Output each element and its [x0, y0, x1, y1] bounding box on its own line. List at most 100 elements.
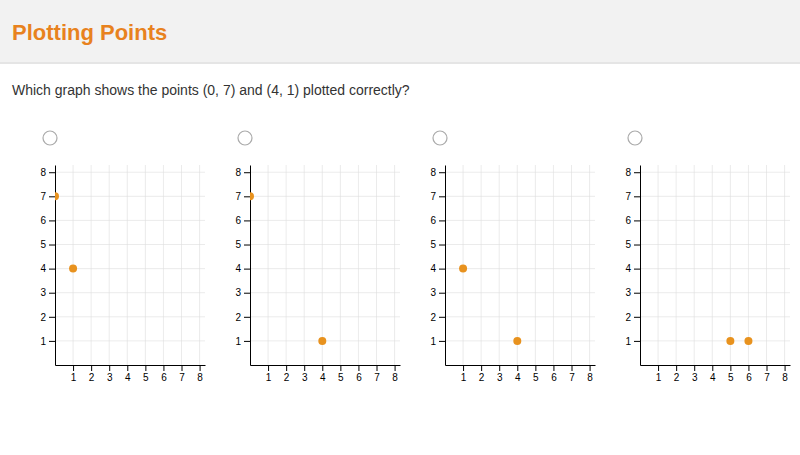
y-axis-tick-label: 3 — [40, 287, 46, 298]
radio-button[interactable] — [43, 131, 57, 145]
graph: 1234567812345678 — [40, 165, 205, 383]
y-axis-tick-mark — [634, 172, 640, 173]
grid-line-y — [55, 244, 205, 245]
grid-line-y — [250, 196, 400, 197]
x-axis-tick: 2 — [89, 365, 95, 383]
y-axis-tick-mark — [439, 245, 445, 246]
grid-line-x — [694, 165, 695, 365]
radio-button[interactable] — [238, 131, 252, 145]
grid-line-x — [268, 165, 269, 365]
x-axis-tick-label: 8 — [782, 372, 788, 383]
x-axis-tick-label: 8 — [587, 372, 593, 383]
x-axis-tick-label: 5 — [143, 372, 149, 383]
y-axis-tick-label: 7 — [430, 191, 436, 202]
x-axis-tick-label: 6 — [746, 372, 752, 383]
y-axis-tick-mark — [244, 172, 250, 173]
x-axis-tick-mark — [694, 365, 695, 371]
y-axis-tick-mark — [49, 196, 55, 197]
x-axis-tick: 8 — [782, 365, 788, 383]
points — [726, 337, 752, 345]
x-axis-tick-label: 8 — [392, 372, 398, 383]
y-axis-tick-label: 8 — [625, 167, 631, 178]
x-axis-tick-mark — [304, 365, 305, 371]
y-axis-tick-mark — [49, 220, 55, 221]
question: Which graph shows the points (0, 7) and … — [12, 82, 410, 98]
grid-line-x — [91, 165, 92, 365]
grid-line-y — [445, 220, 595, 221]
x-axis-tick: 1 — [656, 365, 662, 383]
grid-line-y — [445, 292, 595, 293]
y-axis-tick: 1 — [625, 336, 640, 347]
y-axis-tick-label: 3 — [625, 287, 631, 298]
x-axis-tick-mark — [748, 365, 749, 371]
y-axis-tick-label: 8 — [430, 167, 436, 178]
y-axis-tick: 5 — [625, 239, 640, 250]
grid-line-y — [640, 268, 790, 269]
x-axis-tick: 5 — [533, 365, 539, 383]
grid-line-x — [286, 165, 287, 365]
y-axis-tick-mark — [634, 269, 640, 270]
radio-button[interactable] — [433, 131, 447, 145]
y-axis-tick-label: 2 — [40, 312, 46, 323]
x-axis: 12345678 — [56, 365, 206, 383]
y-axis-line — [640, 166, 641, 366]
y-axis-tick-mark — [634, 293, 640, 294]
y-axis-tick-mark — [49, 269, 55, 270]
y-axis-tick-mark — [244, 317, 250, 318]
x-axis-tick-label: 3 — [107, 372, 113, 383]
grid-line-y — [250, 244, 400, 245]
x-axis-tick-label: 2 — [284, 372, 290, 383]
y-axis-tick-label: 5 — [40, 239, 46, 250]
y-axis-tick-mark — [634, 196, 640, 197]
grid-line-y — [445, 244, 595, 245]
title: Plotting Points — [12, 20, 167, 45]
x-axis-tick-label: 4 — [320, 372, 326, 383]
y-axis-tick: 1 — [40, 336, 55, 347]
y-axis-tick: 3 — [430, 287, 445, 298]
grid-line-x — [358, 165, 359, 365]
grid-line-y — [250, 292, 400, 293]
x-axis-tick-mark — [377, 365, 378, 371]
grid-line-x — [199, 165, 200, 365]
x-axis-tick-mark — [145, 365, 146, 371]
points — [250, 192, 326, 345]
radio-button[interactable] — [628, 131, 642, 145]
x-axis-tick-label: 5 — [728, 372, 734, 383]
y-axis-tick: 7 — [40, 191, 55, 202]
y-axis-tick-mark — [244, 269, 250, 270]
x-axis-tick-label: 7 — [764, 372, 770, 383]
y-axis-tick-label: 3 — [235, 287, 241, 298]
y-axis-tick-label: 6 — [40, 215, 46, 226]
x-axis-tick-mark — [658, 365, 659, 371]
y-axis-tick: 8 — [430, 167, 445, 178]
x-axis-tick-label: 7 — [374, 372, 380, 383]
y-axis-tick-mark — [49, 245, 55, 246]
grid-line-y — [640, 340, 790, 341]
x-axis-tick: 3 — [302, 365, 308, 383]
y-axis-tick-label: 3 — [430, 287, 436, 298]
grid-line-y — [640, 172, 790, 173]
x-axis-tick: 1 — [461, 365, 467, 383]
x-axis-tick-label: 1 — [656, 372, 662, 383]
point — [459, 265, 467, 273]
grid — [55, 165, 205, 365]
header-rule — [0, 62, 800, 64]
grid-line-x — [658, 165, 659, 365]
grid-line-y — [250, 172, 400, 173]
y-axis-tick-label: 8 — [40, 167, 46, 178]
y-axis-tick: 5 — [40, 239, 55, 250]
grid-line-x — [109, 165, 110, 365]
y-axis-tick-label: 5 — [625, 239, 631, 250]
y-axis-tick-mark — [634, 317, 640, 318]
x-axis-tick: 8 — [392, 365, 398, 383]
x-axis-tick: 7 — [179, 365, 185, 383]
x-axis-tick: 2 — [479, 365, 485, 383]
x-axis-tick: 8 — [587, 365, 593, 383]
grid-line-y — [55, 340, 205, 341]
x-axis-tick-label: 8 — [197, 372, 203, 383]
x-axis-tick: 1 — [266, 365, 272, 383]
y-axis-tick-label: 6 — [235, 215, 241, 226]
x-axis-tick: 5 — [728, 365, 734, 383]
grid-line-x — [145, 165, 146, 365]
point — [726, 337, 734, 345]
